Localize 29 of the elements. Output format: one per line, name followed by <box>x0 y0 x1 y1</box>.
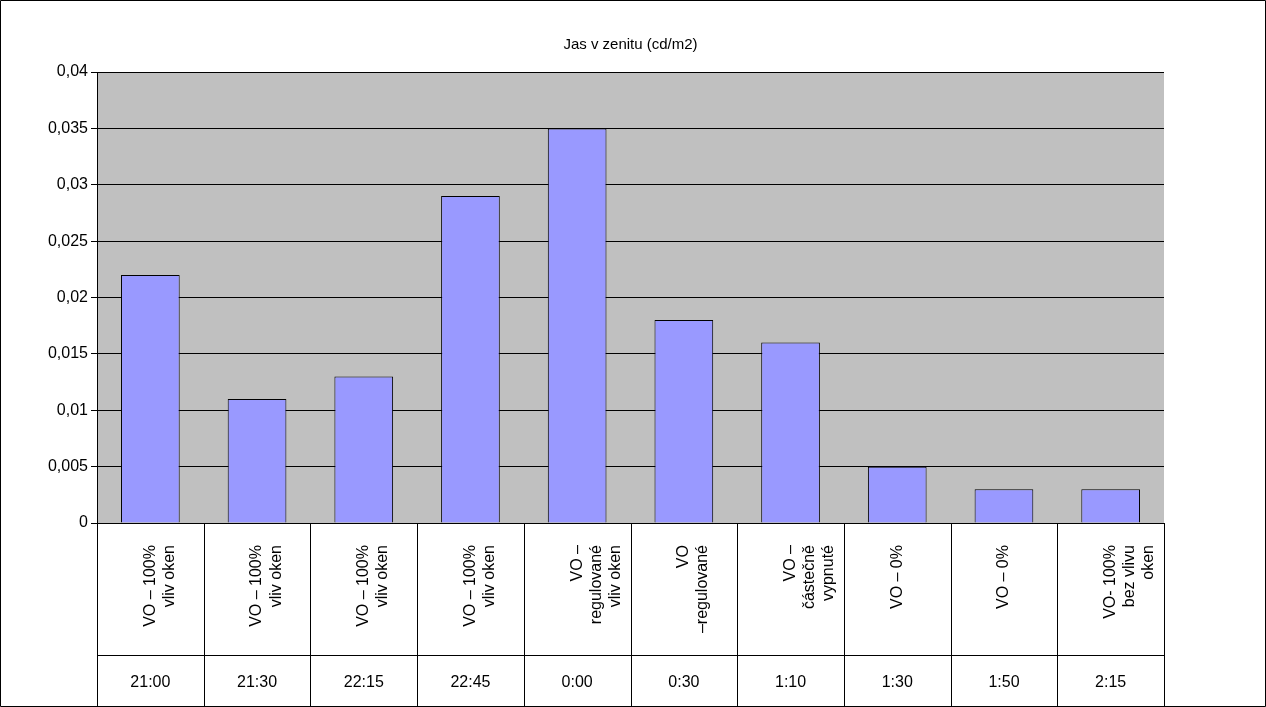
y-tick-label: 0,03 <box>56 175 89 193</box>
x-tick-label: VO – 0% <box>994 545 1012 610</box>
y-tick-label: 0,02 <box>56 287 89 305</box>
text: 21:00 <box>130 673 171 691</box>
text: 21:30 <box>237 673 278 691</box>
text: 22:45 <box>450 673 491 691</box>
text: 0:30 <box>668 673 700 691</box>
text: 1:10 <box>774 673 807 691</box>
y-tick-label: 0,035 <box>47 118 89 136</box>
x-tick-label: VO – 100% vliv oken <box>460 545 498 627</box>
text: 22:15 <box>343 673 384 691</box>
text: 2:15 <box>1095 673 1127 691</box>
x-tick-label: VO- 100% bez vlivu oken <box>1101 545 1157 619</box>
text: 1:30 <box>881 673 913 691</box>
y-tick-label: 0,025 <box>47 231 89 249</box>
x-tick-label: VO – regulované vliv oken <box>567 544 623 625</box>
y-tick-label: 0,01 <box>56 400 89 418</box>
y-tick-label: 0,04 <box>56 62 89 80</box>
x-tick-label: VO – 100% vliv oken <box>140 545 177 627</box>
text: 0:00 <box>561 673 593 691</box>
y-tick-label: 0 <box>79 513 89 531</box>
x-tick-label: VO – částečně vypnuté <box>780 544 837 610</box>
y-tick-label: 0,005 <box>47 457 89 475</box>
x-tick-label: VO – 100% vliv oken <box>354 545 391 627</box>
text: 1:50 <box>988 673 1020 691</box>
y-tick-label: 0,015 <box>47 344 89 362</box>
chart-title: Jas v zenitu (cd/m2) <box>563 35 698 53</box>
x-tick-label: VO – 0% <box>887 545 905 610</box>
x-tick-label: VO – 100% vliv oken <box>247 545 284 627</box>
